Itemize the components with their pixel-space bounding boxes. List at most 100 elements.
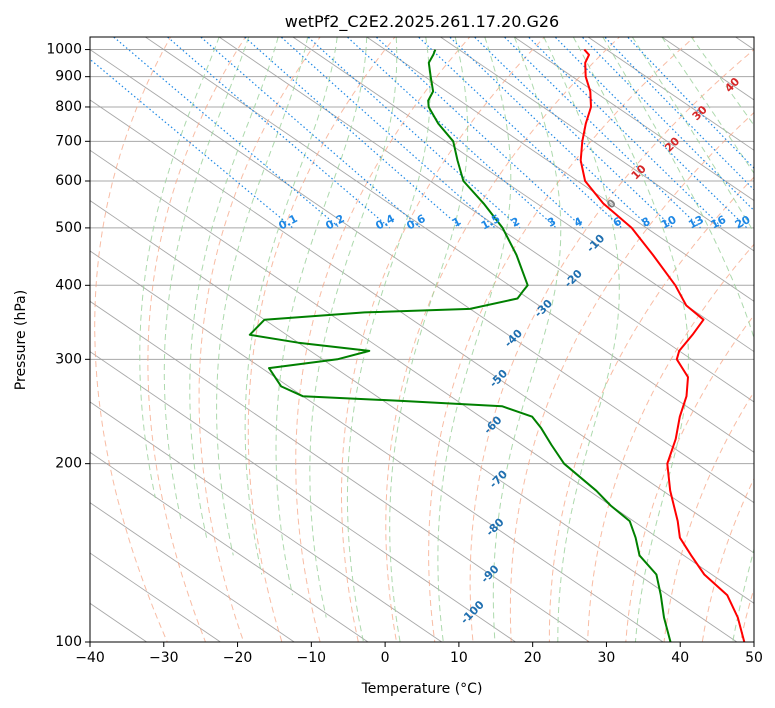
isotherm-label: -40 xyxy=(502,326,525,349)
dry-adiabat-line xyxy=(247,37,396,642)
isotherm-line xyxy=(90,502,295,642)
isotherm-line xyxy=(145,37,754,453)
y-tick-label: 700 xyxy=(55,133,82,149)
isotherm-line xyxy=(440,37,754,252)
isotherm-line xyxy=(661,37,754,101)
mixing-ratio-label: 25 xyxy=(758,213,775,232)
dry-adiabat-line xyxy=(198,37,321,642)
isotherm-label: -60 xyxy=(481,413,504,436)
isotherm-label: -20 xyxy=(562,267,585,290)
moist-adiabat-line xyxy=(492,37,562,642)
mixing-ratio-label: 10 xyxy=(659,213,679,232)
isotherm-line xyxy=(0,37,73,642)
moist-adiabat-line xyxy=(572,37,689,642)
isotherm-line xyxy=(90,351,516,642)
isotherm-label: 20 xyxy=(662,134,682,154)
moist-adiabat-line xyxy=(437,37,512,642)
x-tick-label: 10 xyxy=(450,650,468,666)
y-tick-label: 500 xyxy=(55,220,82,236)
mixing-ratio-line xyxy=(112,37,341,229)
dry-adiabat-line xyxy=(509,111,754,642)
dry-adiabat-line xyxy=(341,37,546,642)
mixing-ratio-line xyxy=(554,37,748,229)
mixing-ratio-line xyxy=(603,37,754,191)
moist-adiabat-line xyxy=(661,37,754,175)
x-axis-label: Temperature (°C) xyxy=(361,681,483,697)
moist-adiabat-line xyxy=(309,37,398,618)
mixing-ratio-line xyxy=(626,37,754,169)
plot-frame xyxy=(89,36,755,643)
mixing-ratio-line xyxy=(346,37,557,229)
dry-adiabat-line xyxy=(385,37,621,642)
y-tick-label: 900 xyxy=(55,69,82,85)
isotherm-line xyxy=(90,99,754,554)
moist-adiabat-line xyxy=(543,37,620,642)
mixing-ratio-line xyxy=(166,37,391,229)
chart-title: wetPf2_C2E2.2025.261.17.20.G26 xyxy=(285,12,559,32)
isotherm-line xyxy=(90,200,738,642)
isotherm-label: -80 xyxy=(483,515,506,538)
isotherm-line xyxy=(218,37,754,403)
x-tick-label: 40 xyxy=(671,650,689,666)
mixing-ratio-label: 13 xyxy=(686,213,706,232)
dry-adiabat-line xyxy=(663,390,754,642)
moist-adiabat-line xyxy=(139,37,220,499)
mixing-ratio-label: 0.1 xyxy=(276,212,299,233)
x-tick-label: −10 xyxy=(297,650,327,666)
moist-adiabat-line xyxy=(631,37,754,234)
isotherm-line xyxy=(90,451,369,642)
isotherm-line xyxy=(90,49,754,504)
mixing-ratio-line xyxy=(280,37,496,229)
isotherm-line xyxy=(90,300,590,642)
isotherm-line xyxy=(90,250,664,642)
dry-adiabat-line xyxy=(94,37,172,642)
x-tick-label: 30 xyxy=(598,650,616,666)
isotherm-line xyxy=(90,401,443,642)
isotherm-line xyxy=(735,37,754,51)
mixing-ratio-line xyxy=(90,58,294,229)
dry-adiabat-line xyxy=(295,37,471,642)
moist-adiabat-line xyxy=(163,37,250,522)
dry-adiabat-line xyxy=(147,37,247,642)
isotherm-label: -10 xyxy=(584,232,607,255)
moist-adiabat-line xyxy=(690,37,754,127)
mixing-ratio-line xyxy=(307,37,521,229)
isotherm-line xyxy=(366,37,754,302)
mixing-ratio-line xyxy=(503,37,701,229)
dry-adiabat-line xyxy=(469,48,754,642)
y-tick-label: 600 xyxy=(55,173,82,189)
isotherm-line xyxy=(587,37,754,151)
y-axis-label: Pressure (hPa) xyxy=(13,290,29,390)
mixing-ratio-line xyxy=(448,37,651,229)
isotherm-line xyxy=(90,149,754,604)
x-tick-label: −30 xyxy=(149,650,179,666)
mixing-ratio-line xyxy=(473,37,674,229)
x-tick-label: 0 xyxy=(381,650,390,666)
x-tick-label: −40 xyxy=(75,650,105,666)
mixing-ratio-line xyxy=(417,37,623,229)
isotherm-label: 40 xyxy=(722,75,742,95)
mixing-ratio-line xyxy=(527,37,724,229)
isotherm-label: 0 xyxy=(604,196,619,211)
y-tick-label: 800 xyxy=(55,99,82,115)
y-tick-label: 100 xyxy=(55,634,82,650)
dry-adiabat-line xyxy=(428,37,696,642)
moist-adiabat-line xyxy=(602,37,754,642)
isotherm-line xyxy=(292,37,754,353)
isotherm-line xyxy=(90,552,221,642)
isotherm-label: 10 xyxy=(629,162,649,182)
mixing-ratio-label: 1.5 xyxy=(479,212,502,233)
dewpoint-profile-line xyxy=(248,49,672,642)
y-tick-label: 300 xyxy=(55,351,82,367)
isotherm-line xyxy=(514,37,754,202)
x-tick-label: 50 xyxy=(745,650,763,666)
y-tick-label: 200 xyxy=(55,456,82,472)
mixing-ratio-line xyxy=(581,37,754,212)
isotherm-label: 30 xyxy=(690,103,710,123)
isotherm-label: -50 xyxy=(487,367,510,390)
moist-adiabat-line xyxy=(244,37,338,575)
moist-adiabat-line xyxy=(216,37,309,556)
isotherm-label: -70 xyxy=(487,467,510,490)
dry-adiabat-line xyxy=(548,176,754,642)
